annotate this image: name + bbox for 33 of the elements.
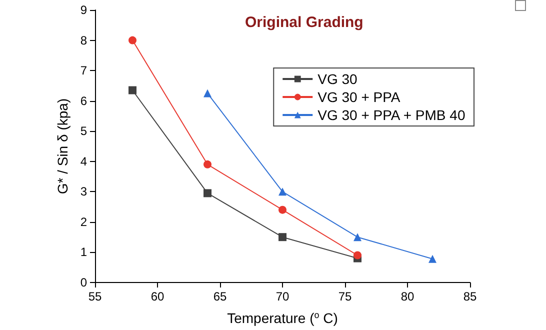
y-tick-label: 8 xyxy=(80,33,88,48)
y-tick-label: 0 xyxy=(80,276,88,290)
x-tick-label: 65 xyxy=(213,290,227,304)
point xyxy=(128,86,136,94)
y-tick-label: 4 xyxy=(80,154,88,168)
y-tick-label: 5 xyxy=(80,124,88,138)
point xyxy=(204,160,212,168)
legend-label: VG 30 xyxy=(318,71,358,87)
legend-label: VG 30 + PPA + PMB 40 xyxy=(318,107,466,123)
legend-label: VG 30 + PPA xyxy=(318,89,401,105)
point xyxy=(204,89,212,98)
point xyxy=(354,251,362,260)
y-tick-label: 1 xyxy=(80,245,88,260)
x-tick-label: 80 xyxy=(400,290,414,304)
point xyxy=(278,206,286,214)
chart-title: Original Grading xyxy=(245,14,364,31)
y-tick-label: 7 xyxy=(80,64,88,78)
point xyxy=(354,233,362,242)
point xyxy=(204,189,212,198)
y-tick-label: 9 xyxy=(80,3,88,17)
point xyxy=(278,188,286,196)
point xyxy=(428,254,436,263)
point xyxy=(128,36,136,44)
y-axis-title: G* / Sin δ (kpa) xyxy=(54,98,70,194)
y-tick-label: 2 xyxy=(80,214,88,229)
x-tick-label: 60 xyxy=(150,290,164,304)
y-tick-label: 6 xyxy=(80,94,88,108)
x-tick-label: 75 xyxy=(338,290,352,304)
point xyxy=(278,233,286,242)
x-tick-label: 55 xyxy=(88,290,102,304)
y-tick-label: 3 xyxy=(80,184,88,199)
x-tick-label: 70 xyxy=(276,290,290,304)
x-tick-label: 85 xyxy=(463,290,477,304)
